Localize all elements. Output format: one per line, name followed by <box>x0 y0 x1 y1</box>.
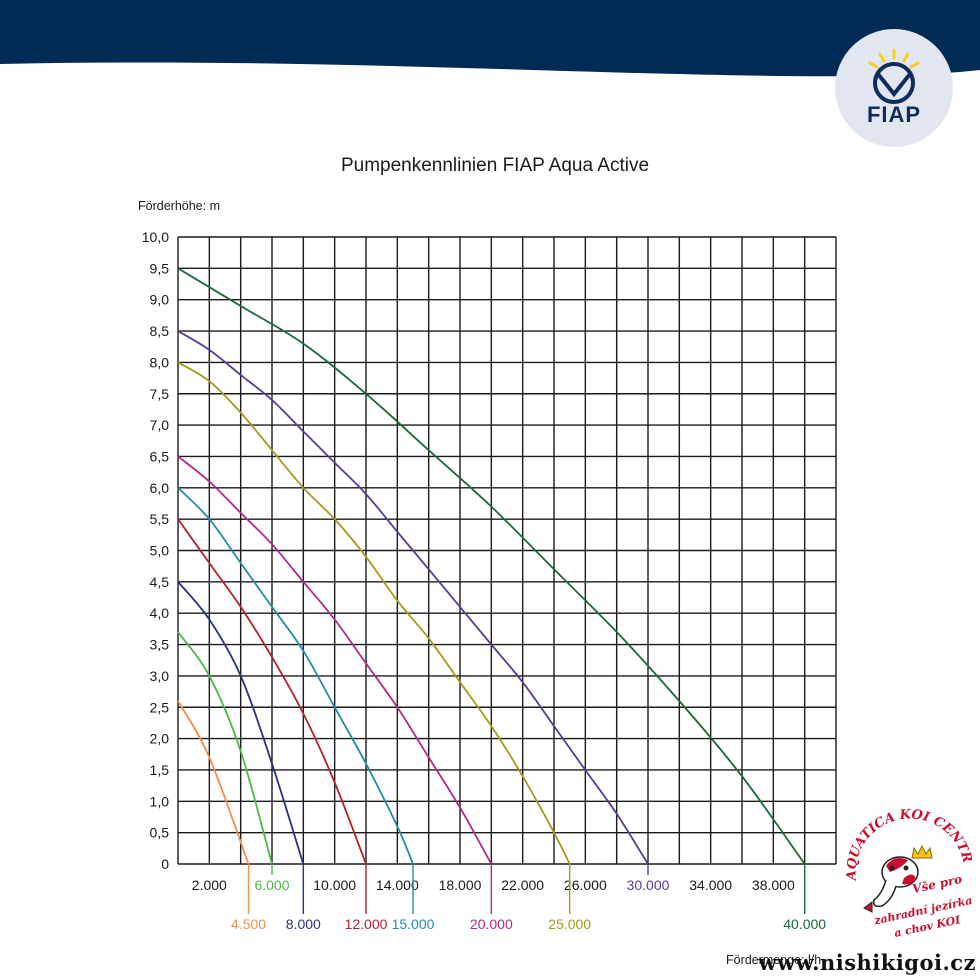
y-tick-label: 7,0 <box>150 417 170 433</box>
y-tick-label: 10,0 <box>142 229 169 245</box>
pump-flow-label-6.000: 6.000 <box>254 877 289 893</box>
x-axis-label: Fördermenge: l/h <box>726 953 821 967</box>
pump-flow-label-20.000: 20.000 <box>470 916 513 932</box>
y-tick-label: 3,0 <box>150 668 170 684</box>
y-tick-label: 2,5 <box>150 699 170 715</box>
pump-flow-label-8.000: 8.000 <box>286 916 321 932</box>
pump-flow-label-4.500: 4.500 <box>231 916 266 932</box>
pump-curve-8.000 <box>177 581 305 865</box>
sun-rays-icon <box>868 48 920 69</box>
koi-fish-icon <box>863 856 919 913</box>
y-tick-label: 5,0 <box>150 543 170 559</box>
x-tick-label: 38.000 <box>752 877 795 893</box>
header-banner <box>0 0 980 77</box>
y-tick-label: 0,5 <box>150 825 170 841</box>
fiap-logo: FIAP <box>835 29 953 147</box>
pump-curve-25.000 <box>177 361 571 865</box>
x-tick-label: 26.000 <box>564 877 607 893</box>
pump-curve-12.000 <box>177 518 367 865</box>
y-tick-label: 5,5 <box>150 511 170 527</box>
pump-curve-15.000 <box>177 487 414 865</box>
x-tick-label: 34.000 <box>689 877 732 893</box>
y-tick-label: 9,0 <box>150 292 170 308</box>
x-tick-label: 18.000 <box>439 877 482 893</box>
y-tick-label: 4,5 <box>150 574 170 590</box>
logo-circle <box>835 29 953 147</box>
x-tick-label: 14.000 <box>376 877 419 893</box>
pump-curve-40.000 <box>177 267 806 865</box>
pump-flow-label-15.000: 15.000 <box>392 916 435 932</box>
pump-flow-label-40.000: 40.000 <box>783 916 826 932</box>
chart-grid <box>177 236 837 865</box>
y-axis-label: Förderhöhe: m <box>138 199 220 213</box>
y-tick-label: 4,0 <box>150 605 170 621</box>
website-url[interactable]: www.nishikigoi.cz <box>758 950 976 975</box>
x-tick-label: 22.000 <box>501 877 544 893</box>
y-tick-labels: 10,0 9,5 9,0 8,5 8,0 7,5 7,0 6,5 6,0 5,5 5,0 4,5 4,0… <box>142 229 169 872</box>
pump-flow-label-25.000: 25.000 <box>548 916 591 932</box>
pump-curve-4.500 <box>177 700 250 865</box>
y-tick-label: 3,5 <box>150 637 170 653</box>
x-tick-label: 2.000 <box>192 877 227 893</box>
pump-curve-20.000 <box>177 455 493 865</box>
x-tick-labels: 2.000 10.000 14.000 18.000 22.000 26.000 34.00… <box>192 877 795 893</box>
crown-icon <box>911 844 933 859</box>
y-tick-label: 6,0 <box>150 480 170 496</box>
y-tick-label: 1,5 <box>150 762 170 778</box>
pump-flow-label-30.000: 30.000 <box>627 877 670 893</box>
y-tick-label: 8,0 <box>150 354 170 370</box>
pump-flow-labels: 4.500 6.000 8.000 12.000 15.000 20.000 25.000 3… <box>231 864 826 932</box>
y-tick-label: 9,5 <box>150 260 170 276</box>
pump-curves <box>177 267 806 865</box>
pump-curve-6.000 <box>177 631 273 865</box>
logo-text: FIAP <box>867 102 921 127</box>
pump-flow-label-12.000: 12.000 <box>345 916 388 932</box>
banner-shape <box>0 0 980 77</box>
y-tick-label: 2,0 <box>150 731 170 747</box>
chart-title: Pumpenkennlinien FIAP Aqua Active <box>341 155 649 176</box>
y-tick-label: 7,5 <box>150 386 170 402</box>
pump-curve-30.000 <box>177 330 649 865</box>
koi-slogan-line1: Vše pro <box>911 872 963 896</box>
y-tick-label: 6,5 <box>150 448 170 464</box>
y-tick-label: 0 <box>161 856 169 872</box>
y-tick-label: 8,5 <box>150 323 170 339</box>
valve-icon <box>873 62 915 104</box>
x-tick-label: 10.000 <box>313 877 356 893</box>
koi-centrum-logo: AQUATICA KOI CENTRUM Vše pro zahradní je… <box>842 808 974 940</box>
y-tick-label: 1,0 <box>150 793 170 809</box>
